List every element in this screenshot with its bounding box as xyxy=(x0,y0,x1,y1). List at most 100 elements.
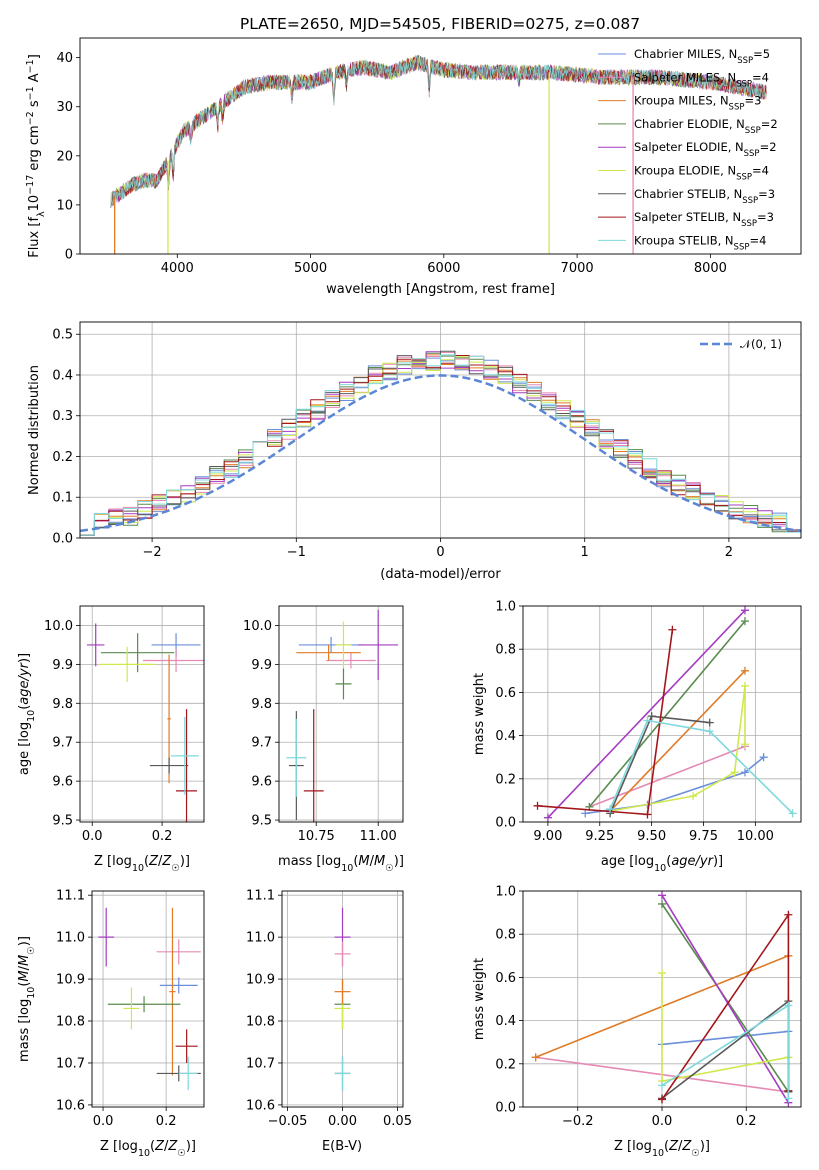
axes-frame xyxy=(522,605,802,823)
y-tick-label: 0.1 xyxy=(52,491,73,506)
histogram-kroupa-stelib xyxy=(80,354,801,536)
series-line-kroupa-miles xyxy=(609,670,746,812)
label-part: Z xyxy=(161,854,172,869)
data-point-kroupa-stelib xyxy=(658,1081,666,1090)
y-axis-label: age [log10(age/yr)] xyxy=(17,653,37,775)
label-part: mass [log xyxy=(278,854,341,869)
y-tick-label: 0.2 xyxy=(495,1057,516,1072)
label-part: )] xyxy=(17,936,32,946)
label-part: Z [log xyxy=(94,854,132,869)
axes-frame xyxy=(79,37,802,255)
axes-frame xyxy=(281,890,404,1108)
axes-frame xyxy=(91,890,205,1108)
data-point-chabrier-miles xyxy=(740,768,749,777)
data-point-kroupa-elodie xyxy=(689,792,698,801)
label-part: Flux [f xyxy=(27,217,42,258)
legend-entry: Salpeter STELIB, NSSP=3 xyxy=(634,210,774,229)
label-part: 10 xyxy=(652,1148,664,1159)
data-point-chabrier-elodie xyxy=(740,617,749,626)
x-tick-label: 0.0 xyxy=(652,1114,673,1129)
data-point-kroupa-elodie xyxy=(658,969,666,978)
data-point-chabrier-miles xyxy=(581,809,590,818)
y-tick-label: 0.2 xyxy=(495,772,516,787)
label-part: Z xyxy=(148,854,159,869)
label-part: Z xyxy=(681,1139,692,1154)
legend-entry: Chabrier ELODIE, NSSP=2 xyxy=(634,117,778,136)
y-tick-label: 0 xyxy=(65,248,73,263)
y-axis-label: Flux [fλ10−17 erg cm−2 s−1 A−1] xyxy=(25,54,47,258)
y-tick-label: 11.0 xyxy=(56,931,85,946)
legend-value: =2 xyxy=(761,117,778,131)
legend-value: =3 xyxy=(744,94,761,108)
y-tick-label: 30 xyxy=(56,100,73,115)
series-line-chabrier-miles xyxy=(585,756,765,815)
y-tick-label: 10 xyxy=(56,198,73,213)
y-tick-label: 0.0 xyxy=(495,1101,516,1116)
label-part: / xyxy=(370,854,375,869)
label-part: M xyxy=(17,955,32,966)
y-tick-label: 1.0 xyxy=(495,885,516,900)
x-tick-label: 7000 xyxy=(561,261,594,276)
data-point-kroupa-elodie xyxy=(740,740,749,749)
y-tick-label: 10.6 xyxy=(56,1098,85,1113)
data-point-kroupa-stelib xyxy=(784,1094,793,1103)
x-tick-label: 2 xyxy=(725,545,733,560)
legend-name: Salpeter MILES, N xyxy=(634,70,736,84)
data-point-kroupa-stelib xyxy=(643,716,652,725)
label-part: ( xyxy=(666,854,671,869)
data-point-kroupa-stelib xyxy=(606,805,615,814)
label-part: ( xyxy=(353,854,358,869)
y-tick-label: 10.9 xyxy=(56,973,85,988)
label-part: M xyxy=(374,854,385,869)
plot-area xyxy=(98,907,201,1091)
spectrum-panel: 4000 5000 6000 7000 8000 0 10 20 30 40 wavelength … xyxy=(25,37,802,297)
series-line-kroupa-stelib xyxy=(609,719,794,814)
data-point-salpeter-stelib xyxy=(533,801,542,810)
y-tick-label: 10.7 xyxy=(56,1056,85,1071)
legend-entry: Kroupa ELODIE, NSSP=4 xyxy=(634,164,769,183)
normal-reference-curve xyxy=(80,374,801,533)
x-tick-label: 0.0 xyxy=(82,829,103,844)
legend-value: =4 xyxy=(749,233,766,247)
series-line-kroupa-elodie xyxy=(609,685,746,812)
y-tick-label: 10.8 xyxy=(56,1015,85,1030)
data-point-kroupa-stelib xyxy=(788,809,797,818)
x-axis-label: age [log10(age/yr)] xyxy=(601,854,723,874)
axes-frame xyxy=(79,605,205,823)
label-part: λ xyxy=(36,211,47,217)
series-line-salpeter-elodie xyxy=(547,609,746,819)
label-part: M xyxy=(17,970,32,981)
y-tick-label: 0.3 xyxy=(52,409,73,424)
label-part: age/yr xyxy=(17,661,32,704)
axes-frame xyxy=(522,890,802,1108)
data-point-salpeter-elodie xyxy=(543,813,552,822)
label-part: −17 xyxy=(25,175,36,195)
legend-entry: Salpeter MILES, NSSP=4 xyxy=(634,70,769,89)
legend-sub: SSP xyxy=(729,103,745,113)
weight-vs-metallicity-panel: −0.2 0.0 0.20.00.20.40.60.81.0Z [log10(Z/Z… xyxy=(472,885,802,1159)
legend-sub: SSP xyxy=(741,219,757,229)
data-point-chabrier-stelib xyxy=(705,718,714,727)
y-tick-label: 0.4 xyxy=(495,1014,516,1029)
y-tick-label: 0.8 xyxy=(495,928,516,943)
label-part: / xyxy=(158,854,163,869)
y-tick-label: 9.7 xyxy=(251,736,272,751)
y-tick-label: 9.5 xyxy=(52,814,73,829)
y-tick-label: 9.8 xyxy=(52,697,73,712)
x-tick-label: 10.75 xyxy=(298,829,335,844)
legend-name: Salpeter ELODIE, N xyxy=(634,140,744,154)
x-tick-label: 5000 xyxy=(294,261,327,276)
x-axis-label: (data-model)/error xyxy=(380,567,501,582)
label-part: s xyxy=(27,100,42,111)
residuals-panel: −2 −1 0 1 2 0.0 0.1 0.2 0.3 0.4 0.5 𝒩(0, 1) (data-mo… xyxy=(27,321,802,582)
data-point-salpeter-stelib xyxy=(658,1095,666,1104)
y-tick-label: 0.0 xyxy=(495,816,516,831)
plot-area xyxy=(533,606,797,822)
x-tick-label: 0.00 xyxy=(328,1114,357,1129)
y-tick-label: 11.1 xyxy=(246,889,275,904)
y-tick-label: 0.0 xyxy=(52,532,73,547)
label-part: ☉ xyxy=(385,863,394,874)
legend-entry: Kroupa STELIB, NSSP=4 xyxy=(634,233,766,252)
label-part: )] xyxy=(713,854,723,869)
